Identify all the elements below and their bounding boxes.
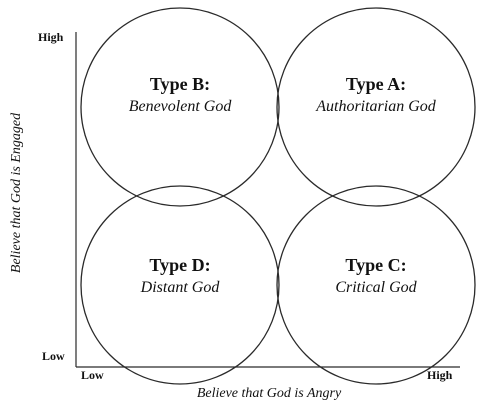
x-axis-title: Believe that God is Angry (197, 386, 342, 401)
type-b-name: Benevolent God (129, 98, 233, 115)
type-c-name: Critical God (335, 279, 417, 296)
quadrant-circle-type-a (276, 7, 476, 207)
y-axis-title: Believe that God is Engaged (9, 112, 24, 273)
type-d-label: Type D: (149, 255, 210, 275)
y-axis-high-label: High (38, 30, 64, 44)
type-d-name: Distant God (140, 279, 221, 296)
type-b-label: Type B: (150, 74, 210, 94)
y-axis-low-label: Low (42, 349, 65, 363)
quadrant-circle-type-d (80, 185, 280, 385)
type-a-label: Type A: (346, 74, 406, 94)
x-axis-low-label: Low (81, 368, 104, 382)
type-a-name: Authoritarian God (315, 98, 437, 115)
x-axis-high-label: High (427, 368, 453, 382)
quadrant-circle-type-b (80, 7, 280, 207)
quadrant-circle-type-c (276, 185, 476, 385)
type-c-label: Type C: (345, 255, 406, 275)
